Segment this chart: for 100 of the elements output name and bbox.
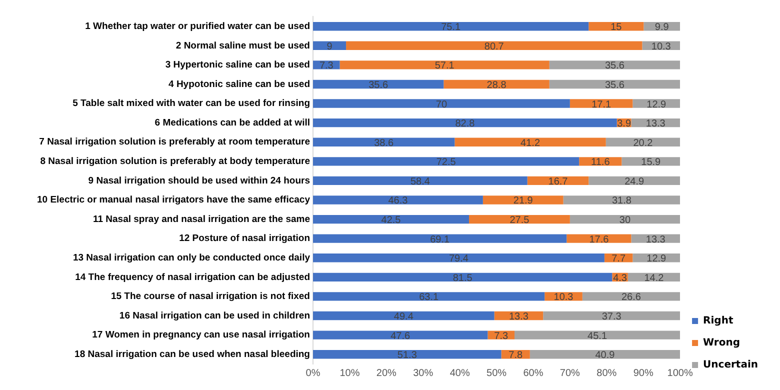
y-tick-label: 10 Electric or manual nasal irrigators have the same efficacy	[37, 194, 311, 206]
bar	[313, 157, 580, 166]
data-label: 35.6	[604, 60, 625, 72]
y-tick-label: 6 Medications can be added at will	[154, 117, 310, 128]
data-label: 15.9	[641, 157, 662, 168]
data-label: 70	[436, 99, 448, 110]
bar	[530, 350, 680, 359]
data-label: 14.2	[644, 272, 664, 284]
bar	[588, 22, 644, 31]
bar	[313, 196, 483, 204]
data-label: 40.9	[595, 350, 616, 362]
data-label: 41.2	[520, 138, 540, 149]
x-tick-label: 80%	[596, 368, 617, 379]
y-tick-label: 4 Hypotonic saline can be used	[168, 78, 310, 90]
data-label: 47.6	[390, 330, 411, 342]
legend-label: Wrong	[703, 338, 740, 349]
bar	[570, 99, 633, 108]
bar	[468, 214, 570, 224]
y-tick-label: 1 Whether tap water or purified water can be used	[85, 20, 310, 32]
legend-label: Uncertain	[703, 360, 758, 371]
x-tick-label: 100%	[667, 368, 693, 379]
data-label: 7.3	[319, 60, 334, 72]
data-label: 35.6	[604, 80, 625, 91]
bar	[313, 80, 444, 89]
data-label: 31.8	[612, 196, 632, 207]
x-tick-label: 20%	[376, 368, 397, 379]
data-label: 49.4	[394, 312, 414, 323]
data-label: 51.3	[397, 350, 418, 362]
bar	[313, 138, 455, 146]
bar	[582, 292, 680, 301]
data-label: 16.7	[548, 176, 568, 188]
data-label: 26.6	[621, 292, 642, 304]
bar	[346, 41, 642, 50]
bar	[313, 330, 488, 340]
data-label: 58.4	[410, 176, 430, 188]
data-label: 15	[610, 22, 622, 34]
data-label: 75.1	[441, 22, 461, 34]
data-label: 11.6	[591, 157, 610, 168]
data-label: 69.1	[430, 234, 450, 246]
data-label: 20.2	[633, 138, 654, 149]
bar	[570, 214, 680, 224]
data-label: 3.9	[617, 118, 632, 130]
data-label: 12.9	[646, 254, 667, 265]
data-label: 12.9	[646, 99, 667, 110]
bar	[313, 234, 567, 243]
data-label: 46.3	[388, 196, 408, 207]
y-tick-label: 13 Nasal irrigation can only be conducted once daily	[72, 252, 311, 264]
data-label: 7.7	[612, 254, 626, 265]
data-label: 10.3	[554, 292, 574, 304]
y-tick-label: 2 Normal saline must be used	[176, 40, 310, 52]
data-label: 57.1	[434, 60, 455, 72]
data-label: 24.9	[624, 176, 645, 188]
bar	[313, 214, 469, 224]
x-tick-label: 60%	[523, 368, 544, 379]
bar	[313, 176, 528, 186]
y-tick-label: 11 Nasal spray and nasal irrigation are the same	[92, 214, 310, 225]
data-label: 30	[619, 215, 631, 226]
y-tick-label: 8 Nasal irrigation solution is preferably at body temperature	[40, 156, 310, 168]
x-tick-label: 90%	[633, 368, 654, 379]
x-tick-label: 70%	[560, 368, 580, 379]
data-label: 13.3	[646, 118, 666, 130]
data-label: 79.4	[448, 254, 469, 265]
data-label: 42.5	[381, 215, 402, 226]
data-label: 4.3	[613, 272, 628, 284]
bar	[482, 196, 564, 204]
data-label: 10.3	[651, 41, 672, 52]
y-tick-label: 5 Table salt mixed with water can be used for rinsing	[72, 98, 310, 110]
y-tick-label: 16 Nasal irrigation can be used in children	[119, 310, 310, 322]
data-label: 63.1	[419, 292, 439, 304]
bar	[543, 311, 680, 320]
x-tick-label: 30%	[413, 368, 434, 379]
data-label: 13.3	[646, 234, 666, 246]
bar	[313, 350, 502, 359]
bar	[454, 138, 606, 146]
bar	[313, 311, 494, 320]
data-label: 45.1	[588, 330, 608, 342]
data-label: 17.1	[592, 99, 612, 110]
y-tick-label: 12 Posture of nasal irrigation	[179, 233, 310, 244]
data-label: 17.6	[589, 234, 610, 246]
data-label: 27.5	[510, 215, 530, 226]
data-label: 37.3	[602, 312, 622, 323]
x-tick-label: 10%	[340, 368, 360, 379]
y-tick-label: 15 The course of nasal irrigation is not fixed	[110, 291, 310, 302]
bar	[549, 60, 680, 70]
bar	[313, 118, 617, 128]
bar	[340, 60, 550, 70]
y-tick-label: 17 Women in pregnancy can use nasal irrigation	[92, 330, 310, 341]
y-tick-label: 7 Nasal irrigation solution is preferably at room temperature	[39, 136, 310, 148]
data-label: 38.6	[374, 138, 394, 149]
data-label: 9	[326, 41, 333, 52]
y-tick-label: 3 Hypertonic saline can be used	[165, 60, 310, 71]
bar	[313, 272, 612, 282]
data-label: 7.8	[508, 350, 523, 362]
x-tick-label: 40%	[450, 368, 470, 379]
bar	[566, 234, 632, 243]
bar	[313, 254, 604, 262]
bar	[514, 330, 680, 340]
bar	[444, 80, 550, 89]
data-label: 81.5	[452, 272, 473, 284]
y-tick-label: 18 Nasal irrigation can be used when nasal bleeding	[74, 348, 310, 360]
